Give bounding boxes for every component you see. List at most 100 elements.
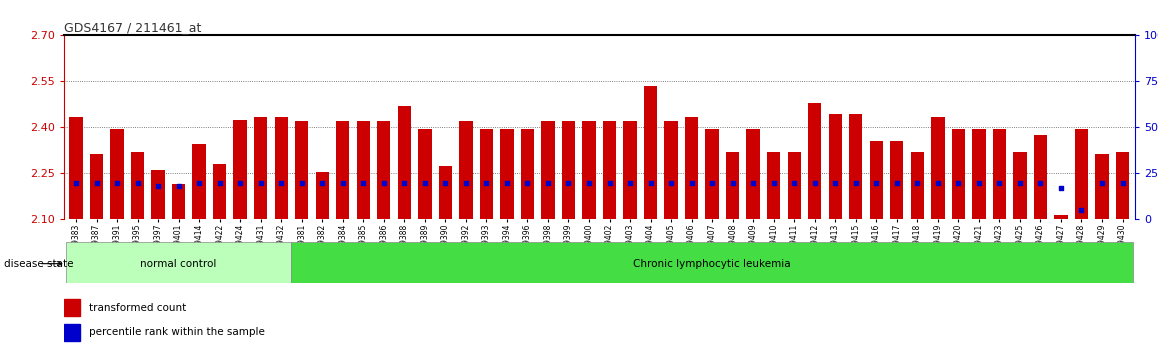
Point xyxy=(559,180,578,185)
FancyBboxPatch shape xyxy=(292,242,1133,283)
Point xyxy=(846,180,865,185)
FancyBboxPatch shape xyxy=(66,242,292,283)
Point xyxy=(437,180,455,185)
Point xyxy=(108,180,126,185)
Bar xyxy=(541,121,555,219)
Text: percentile rank within the sample: percentile rank within the sample xyxy=(89,327,265,337)
Bar xyxy=(562,121,576,219)
Bar xyxy=(910,152,924,219)
Bar xyxy=(521,129,534,219)
Point xyxy=(1011,180,1029,185)
Bar xyxy=(316,172,329,219)
Bar xyxy=(131,152,145,219)
Bar xyxy=(1075,129,1089,219)
Point xyxy=(990,180,1009,185)
Bar xyxy=(973,129,985,219)
Text: normal control: normal control xyxy=(140,259,217,269)
Bar xyxy=(439,166,452,219)
Bar xyxy=(152,170,164,219)
Bar xyxy=(603,121,616,219)
Point xyxy=(87,180,105,185)
Bar xyxy=(808,103,821,219)
Point xyxy=(621,180,639,185)
Bar xyxy=(213,164,226,219)
Point xyxy=(1113,180,1131,185)
Bar xyxy=(849,114,863,219)
Point xyxy=(1051,185,1070,191)
Point xyxy=(806,180,824,185)
Bar xyxy=(931,117,945,219)
Bar xyxy=(767,152,780,219)
Point xyxy=(1093,180,1112,185)
Bar xyxy=(665,121,677,219)
Bar xyxy=(64,299,80,316)
Bar xyxy=(870,141,882,219)
Bar xyxy=(891,141,903,219)
Text: Chronic lymphocytic leukemia: Chronic lymphocytic leukemia xyxy=(633,259,791,269)
Bar xyxy=(644,86,658,219)
Point xyxy=(662,180,681,185)
Bar xyxy=(171,184,185,219)
Bar xyxy=(397,106,411,219)
Point xyxy=(456,180,475,185)
Point xyxy=(743,180,762,185)
Point xyxy=(272,180,291,185)
Bar xyxy=(1116,152,1129,219)
Point xyxy=(682,180,701,185)
Bar xyxy=(295,121,308,219)
Bar xyxy=(234,120,247,219)
Point xyxy=(395,180,413,185)
Point xyxy=(703,180,721,185)
Point xyxy=(230,180,249,185)
Point xyxy=(600,180,618,185)
Point xyxy=(724,180,742,185)
Point xyxy=(867,180,886,185)
Bar xyxy=(460,121,472,219)
Bar xyxy=(787,152,801,219)
Point xyxy=(149,183,168,189)
Point xyxy=(887,180,906,185)
Point xyxy=(190,180,208,185)
Point xyxy=(211,180,229,185)
Bar xyxy=(684,117,698,219)
Text: disease state: disease state xyxy=(5,259,74,269)
Point xyxy=(169,183,188,189)
Point xyxy=(334,180,352,185)
Point xyxy=(908,180,926,185)
Bar xyxy=(418,129,432,219)
Point xyxy=(498,180,516,185)
Point xyxy=(67,180,86,185)
Bar xyxy=(110,129,124,219)
Bar xyxy=(1054,215,1068,219)
Text: GDS4167 / 211461_at: GDS4167 / 211461_at xyxy=(64,21,201,34)
Bar xyxy=(254,117,267,219)
Bar xyxy=(992,129,1006,219)
Point xyxy=(826,180,844,185)
Bar xyxy=(952,129,965,219)
Bar xyxy=(90,154,103,219)
Bar xyxy=(1034,135,1047,219)
Point xyxy=(764,180,783,185)
Point xyxy=(642,180,660,185)
Bar xyxy=(747,129,760,219)
Point xyxy=(374,180,393,185)
Bar xyxy=(336,121,350,219)
Point xyxy=(538,180,557,185)
Bar xyxy=(357,121,369,219)
Point xyxy=(929,180,947,185)
Bar xyxy=(1013,152,1027,219)
Point xyxy=(518,180,536,185)
Bar xyxy=(1095,154,1108,219)
Bar xyxy=(69,117,82,219)
Point xyxy=(785,180,804,185)
Point xyxy=(354,180,373,185)
Bar xyxy=(64,324,80,341)
Point xyxy=(293,180,312,185)
Bar xyxy=(726,152,739,219)
Point xyxy=(950,180,968,185)
Point xyxy=(1072,207,1091,213)
Point xyxy=(580,180,599,185)
Point xyxy=(251,180,270,185)
Bar xyxy=(705,129,719,219)
Bar xyxy=(623,121,637,219)
